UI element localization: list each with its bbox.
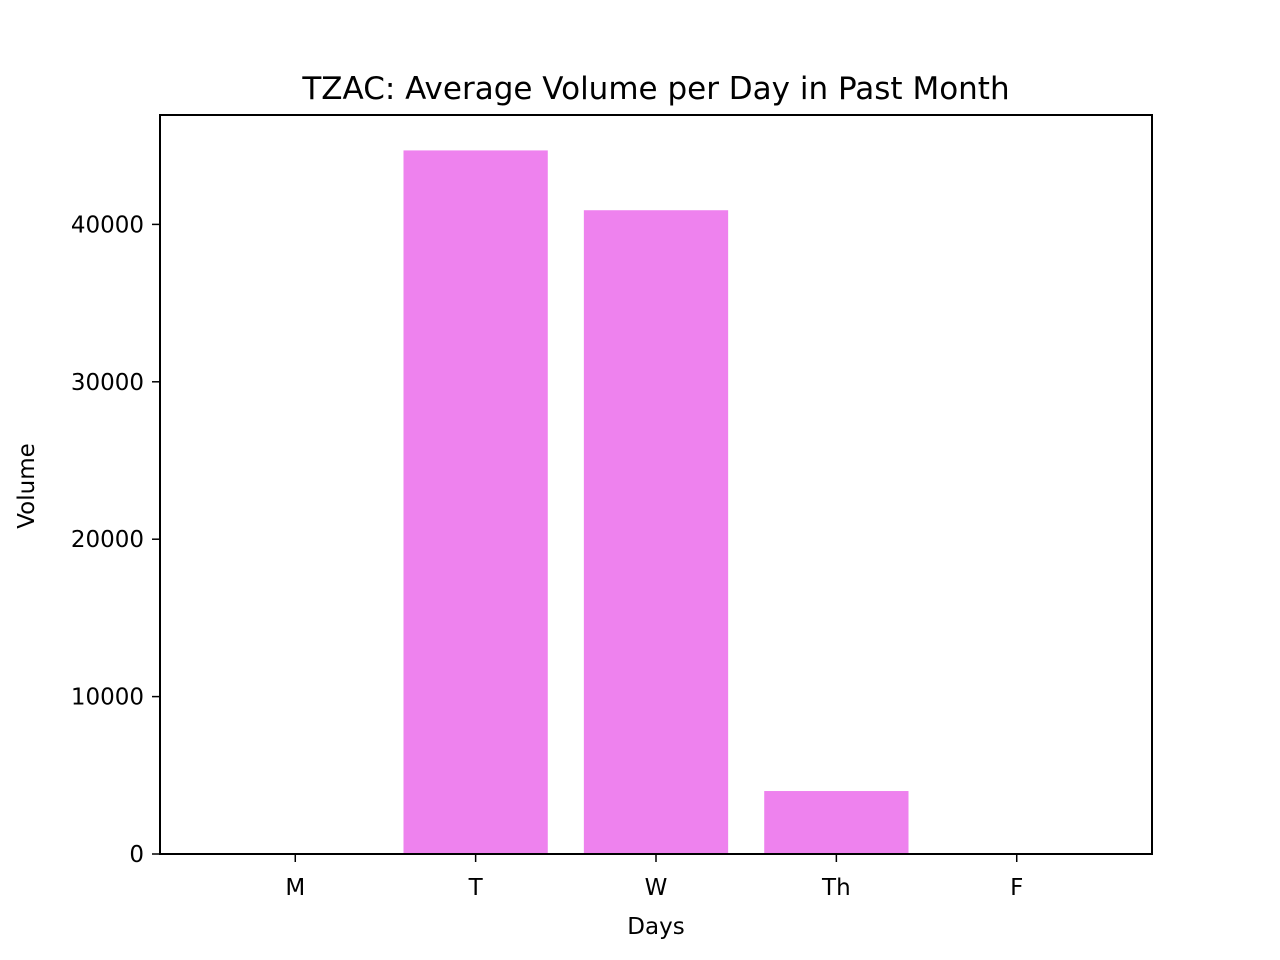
plot-frame xyxy=(159,114,1153,855)
x-tick-label: F xyxy=(1010,875,1023,901)
x-tick-label: W xyxy=(645,875,668,901)
y-tick-label: 40000 xyxy=(71,212,144,238)
y-tick-label: 10000 xyxy=(71,685,144,711)
chart-title: TZAC: Average Volume per Day in Past Mon… xyxy=(301,71,1009,107)
bars-group xyxy=(403,150,909,854)
bar-W xyxy=(583,210,729,854)
y-axis-ticks: 0 10000 20000 30000 40000 xyxy=(71,212,160,868)
y-tick-label: 0 xyxy=(129,842,144,868)
y-axis-label: Volume xyxy=(14,443,40,529)
x-axis-ticks: M T W Th F xyxy=(285,854,1023,901)
x-tick-label: T xyxy=(468,875,484,901)
x-tick-label: Th xyxy=(821,875,851,901)
x-tick-label: M xyxy=(285,875,305,901)
x-axis-label: Days xyxy=(627,914,684,940)
y-tick-label: 20000 xyxy=(71,527,144,553)
bar-T xyxy=(403,150,548,854)
bar-Th xyxy=(764,791,909,854)
y-tick-label: 30000 xyxy=(71,370,144,396)
